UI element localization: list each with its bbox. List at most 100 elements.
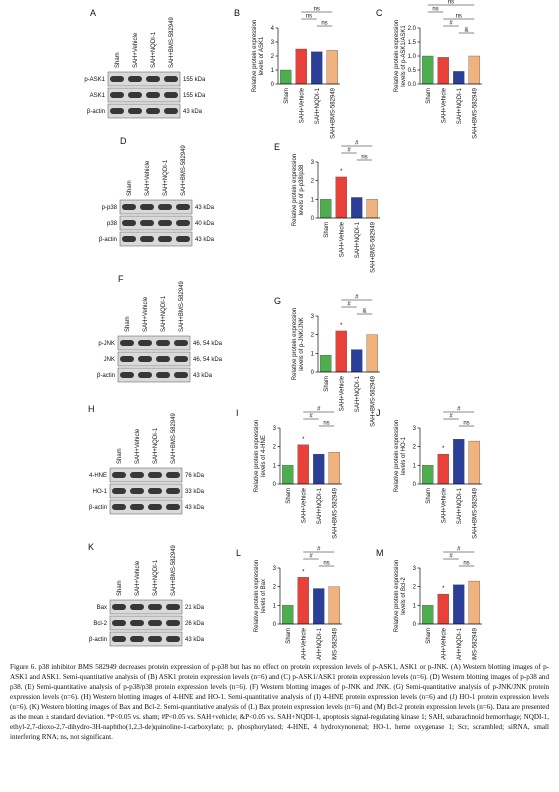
blot-band	[130, 604, 144, 610]
kda-label: 43 kDa	[185, 505, 205, 511]
lane-label: SAH+BMS-582949	[169, 16, 175, 68]
blot-band	[112, 604, 126, 610]
y-tick-label: 3	[311, 314, 315, 320]
caption: Figure 6. p38 inhibitor BMS 582949 decre…	[10, 663, 549, 741]
bar	[422, 605, 434, 625]
y-tick-label: 2	[413, 445, 417, 451]
bar	[422, 55, 434, 85]
y-tick-label: 2	[311, 333, 315, 339]
blot-strip	[107, 87, 181, 103]
blot-band	[110, 92, 124, 98]
x-tick-label: SAH+NQDI-1	[457, 87, 463, 124]
significance-mark: #	[457, 407, 461, 413]
y-tick-label: 4	[271, 26, 275, 32]
bar	[468, 55, 480, 85]
bar	[313, 453, 325, 485]
lane-label: SAH+BMS-582949	[179, 280, 185, 332]
row-label: Bcl-2	[93, 621, 107, 627]
row-label: p-p38	[102, 205, 118, 211]
x-tick-label: SAH+Vehicle	[339, 221, 345, 257]
significance-mark: *	[442, 446, 445, 452]
lane-label: Sham	[117, 580, 123, 596]
x-tick-label: SAH+NQDI-1	[457, 487, 463, 524]
kda-label: 43 kDa	[195, 237, 215, 243]
y-axis-label: Relative protein expression	[254, 560, 260, 632]
y-axis-label: Relative protein expression	[292, 154, 298, 226]
y-tick-label: 2	[273, 585, 277, 591]
significance-mark: ns	[456, 14, 462, 20]
bar	[453, 71, 465, 85]
significance-mark: #	[449, 414, 453, 420]
blot-band	[112, 620, 126, 626]
significance-mark: #	[449, 21, 453, 27]
bar	[311, 51, 323, 85]
row-label: p-JNK	[98, 341, 115, 347]
x-tick-label: SAH+BMS-582949	[472, 87, 478, 139]
blot-band	[130, 636, 144, 642]
y-tick-label: 0	[311, 370, 315, 376]
bar	[351, 349, 363, 373]
blot-band	[148, 636, 162, 642]
significance-mark: *	[302, 437, 305, 443]
panel-letter: E	[274, 142, 280, 152]
y-tick-label: 1	[311, 351, 315, 357]
blot-band	[122, 204, 136, 210]
kda-label: 43 kDa	[185, 637, 205, 643]
kda-label: 26 kDa	[185, 621, 205, 627]
lane-label: SAH+NQDI-1	[163, 159, 169, 196]
blot-band	[156, 356, 170, 362]
blot-band	[176, 220, 190, 226]
blot-band	[138, 340, 152, 346]
x-tick-label: SAH+Vehicle	[339, 375, 345, 411]
blot-band	[138, 372, 152, 378]
y-tick-label: 3	[273, 426, 277, 432]
panel-letter: K	[88, 542, 94, 552]
significance-mark: ns	[448, 0, 454, 6]
bar	[422, 465, 434, 485]
y-tick-label: 3	[413, 426, 417, 432]
bar	[282, 605, 294, 625]
blot-band	[146, 76, 160, 82]
panel-letter: L	[236, 548, 241, 558]
significance-mark: ns	[432, 7, 438, 13]
lane-label: SAH+NQDI-1	[153, 427, 159, 464]
significance-mark: #	[347, 148, 351, 154]
panel-letter: A	[90, 8, 96, 18]
y-tick-label: 1.0	[408, 54, 417, 60]
x-tick-label: Sham	[426, 488, 432, 504]
blot-strip	[109, 631, 183, 647]
bar	[335, 176, 347, 219]
significance-mark: #	[309, 554, 313, 560]
kda-label: 46, 54 kDa	[193, 357, 223, 363]
y-tick-label: 1	[413, 463, 417, 469]
y-tick-label: 3	[273, 566, 277, 572]
kda-label: 33 kDa	[185, 489, 205, 495]
panel-letter: C	[376, 8, 383, 18]
row-label: β-actin	[97, 373, 115, 379]
blot-band	[122, 236, 136, 242]
blot-band	[140, 204, 154, 210]
bar	[351, 197, 363, 219]
y-axis-label: levels of Bax	[261, 579, 267, 613]
panel-letter: F	[118, 274, 124, 284]
blot-band	[120, 372, 134, 378]
significance-mark: ns	[314, 7, 320, 13]
bar	[320, 355, 332, 373]
lane-label: Sham	[117, 448, 123, 464]
lane-label: SAH+NQDI-1	[153, 559, 159, 596]
x-tick-label: SAH+BMS-582949	[332, 627, 338, 660]
significance-mark: ns	[463, 561, 469, 567]
significance-mark: #	[309, 414, 313, 420]
blot-strip	[117, 367, 191, 383]
x-tick-label: SAH+NQDI-1	[355, 221, 361, 258]
x-tick-label: SAH+Vehicle	[441, 627, 447, 660]
bar	[326, 50, 338, 85]
lane-label: SAH+BMS-582949	[171, 544, 177, 596]
blot-strip	[119, 215, 193, 231]
x-tick-label: SAH+BMS-582949	[472, 487, 478, 539]
x-tick-label: SAH+Vehicle	[299, 87, 305, 123]
blot-band	[128, 92, 142, 98]
blot-band	[130, 504, 144, 510]
y-tick-label: 2	[413, 585, 417, 591]
blot-band	[174, 372, 188, 378]
